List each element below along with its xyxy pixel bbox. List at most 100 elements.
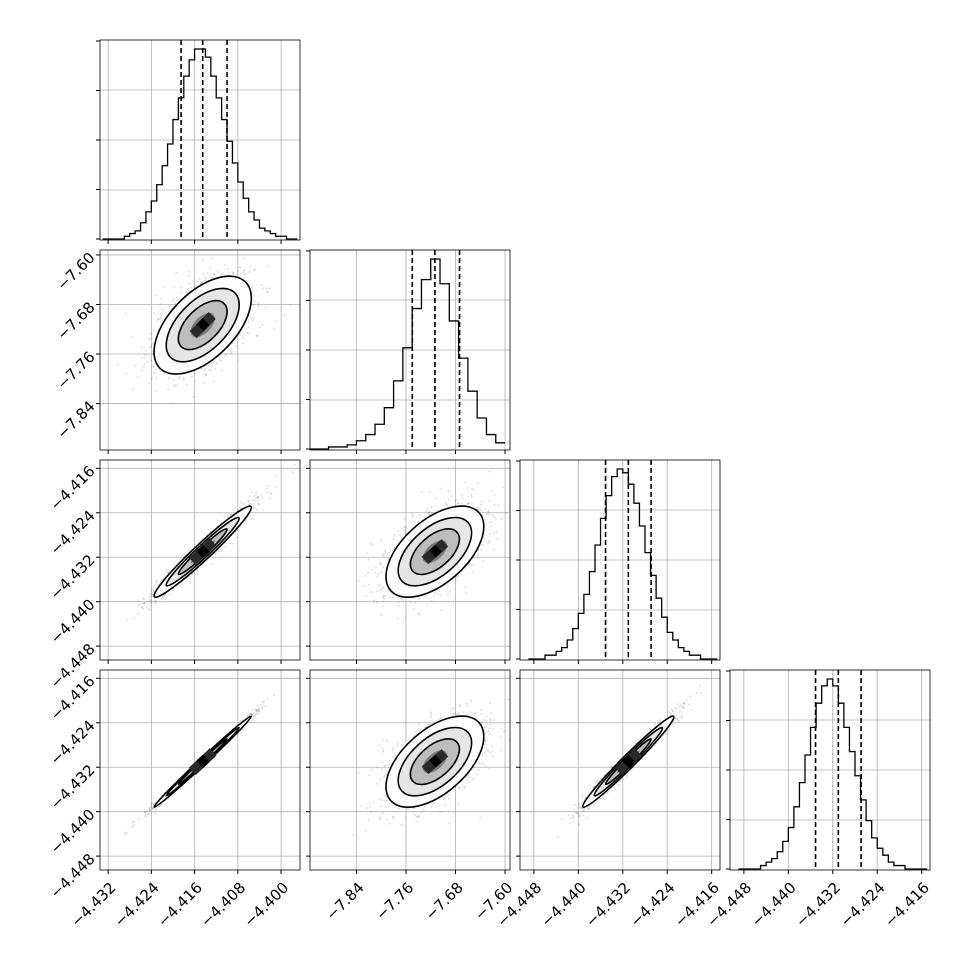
sample-point — [446, 586, 449, 589]
sample-point — [136, 612, 139, 615]
sample-point — [396, 617, 399, 620]
sample-point — [269, 493, 272, 496]
sample-point — [220, 274, 223, 276]
sample-point — [384, 550, 387, 553]
sample-point — [467, 495, 470, 498]
sample-point — [224, 545, 227, 548]
sample-point — [467, 564, 470, 567]
sample-point — [397, 530, 399, 533]
sample-point — [247, 500, 250, 503]
sample-point — [178, 377, 181, 380]
sample-point — [224, 353, 227, 356]
sample-point — [252, 718, 255, 720]
sample-point — [210, 365, 213, 368]
sample-point — [256, 496, 259, 499]
sample-point — [195, 569, 198, 572]
sample-point — [163, 285, 166, 288]
sample-point — [404, 525, 407, 528]
sample-point — [157, 319, 160, 321]
sample-point — [480, 503, 483, 506]
sample-point — [256, 334, 259, 337]
sample-point — [261, 496, 264, 499]
sample-point — [477, 506, 480, 509]
sample-point — [152, 365, 155, 368]
sample-point — [467, 502, 470, 505]
sample-point — [251, 309, 254, 312]
sample-point — [232, 508, 235, 510]
sample-point — [192, 395, 195, 398]
sample-point — [252, 303, 255, 306]
sample-point — [209, 267, 212, 270]
sample-point — [471, 487, 474, 490]
sample-point — [365, 552, 368, 555]
sample-point — [202, 381, 205, 384]
sample-point — [152, 312, 155, 315]
sample-point — [269, 287, 271, 290]
sample-point — [379, 589, 382, 592]
sample-point — [479, 548, 482, 551]
sample-point — [493, 503, 496, 506]
sample-point — [154, 599, 157, 602]
sample-point — [371, 568, 374, 571]
sample-point — [223, 516, 226, 518]
sample-point — [149, 604, 152, 607]
sample-point — [427, 510, 430, 513]
sample-point — [427, 512, 430, 515]
sample-point — [467, 502, 470, 505]
sample-point — [149, 592, 152, 595]
sample-point — [137, 599, 140, 602]
sample-point — [198, 278, 201, 281]
sample-point — [247, 332, 250, 335]
sample-point — [210, 369, 212, 372]
sample-point — [220, 273, 223, 276]
sample-point — [188, 283, 191, 285]
sample-point — [430, 506, 433, 509]
sample-point — [145, 605, 148, 608]
sample-point — [383, 595, 386, 598]
sample-point — [497, 504, 500, 507]
sample-point — [230, 513, 233, 516]
sample-point — [155, 580, 158, 583]
sample-point — [248, 270, 251, 273]
sample-point — [205, 374, 208, 377]
sample-point — [160, 596, 163, 599]
sample-point — [242, 336, 245, 339]
sample-point — [253, 315, 256, 317]
sample-point — [260, 494, 263, 497]
sample-point — [149, 600, 152, 602]
sample-point — [234, 506, 237, 509]
sample-point — [238, 333, 241, 336]
sample-point — [159, 303, 162, 306]
sample-point — [382, 600, 385, 603]
sample-point — [477, 553, 480, 556]
sample-point — [256, 712, 259, 715]
sample-point — [381, 566, 384, 569]
sample-point — [428, 490, 431, 493]
sample-point — [501, 486, 504, 489]
sample-point — [491, 514, 494, 517]
sample-point — [168, 593, 171, 596]
sample-point — [148, 595, 151, 598]
sample-point — [490, 525, 493, 528]
sample-point — [481, 514, 484, 517]
sample-point — [252, 504, 255, 507]
sample-point — [381, 586, 384, 589]
sample-point — [273, 327, 275, 330]
sample-point — [243, 273, 246, 276]
sample-point — [429, 511, 432, 514]
sample-point — [482, 559, 485, 562]
sample-point — [289, 303, 292, 306]
sample-point — [246, 714, 249, 717]
sample-point — [134, 364, 137, 367]
sample-point — [150, 343, 153, 346]
sample-point — [236, 508, 239, 511]
sample-point — [252, 514, 255, 517]
sample-point — [471, 564, 474, 567]
sample-point — [211, 257, 214, 260]
sample-point — [167, 569, 170, 572]
sample-point — [243, 503, 246, 505]
sample-point — [425, 594, 428, 597]
panel-frame — [309, 459, 511, 661]
sample-point — [292, 471, 294, 474]
sample-point — [382, 605, 385, 608]
